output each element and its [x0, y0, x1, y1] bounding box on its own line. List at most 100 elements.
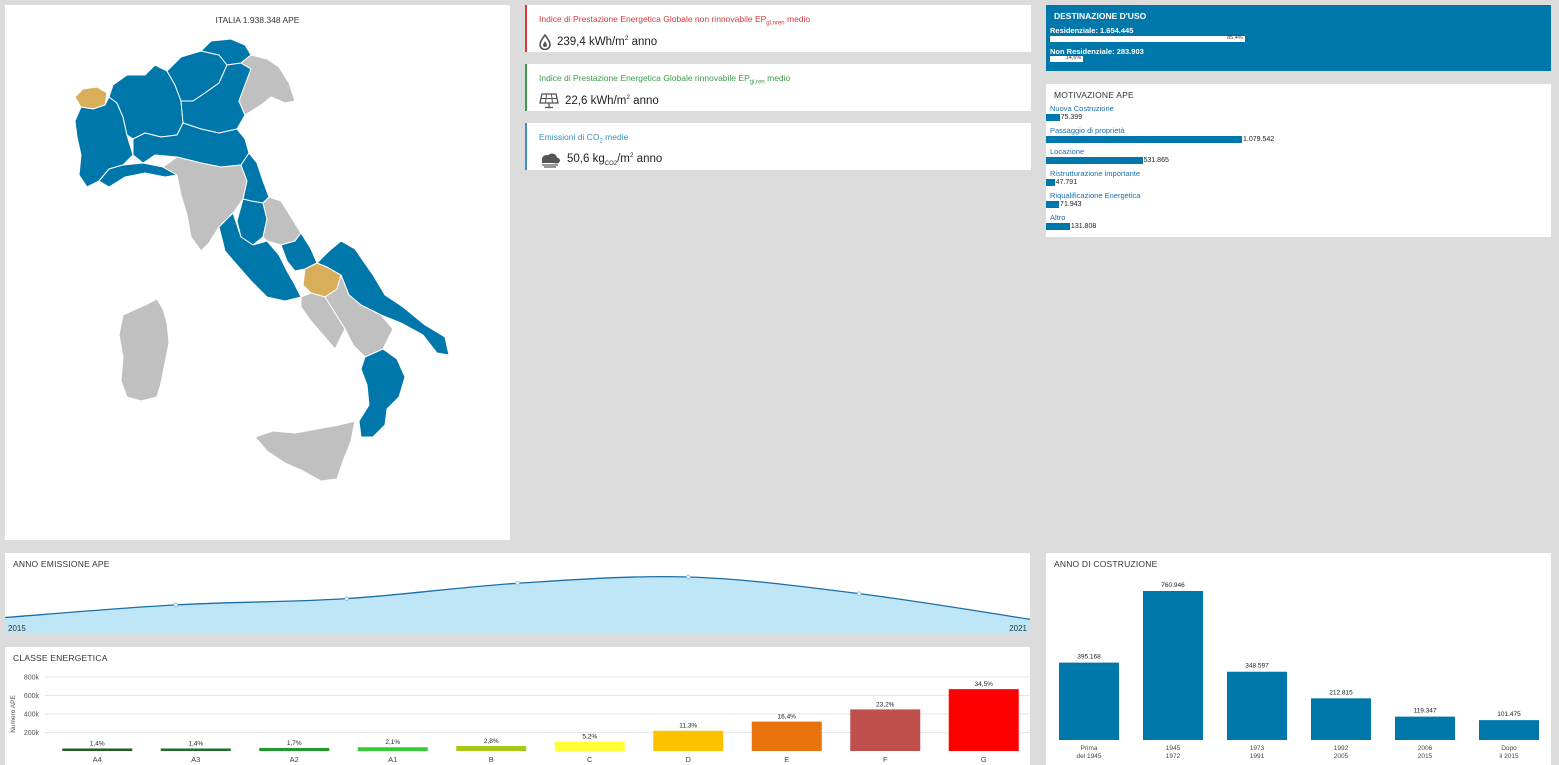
anno-emissione-point[interactable] [515, 581, 520, 586]
kpi-value: 22,6 kWh/m2 anno [539, 93, 1031, 109]
region-cilento[interactable] [300, 292, 346, 350]
classe-bar[interactable] [160, 748, 231, 751]
y-tick-label: 200k [24, 730, 40, 737]
motivazione-title: MOTIVAZIONE APE [1054, 90, 1134, 100]
motivazione-bar[interactable] [1046, 222, 1070, 230]
motivazione-value: 71.943 [1060, 200, 1082, 208]
costruzione-category-label: 1973 [1250, 745, 1265, 752]
costruzione-category-label: 2005 [1334, 753, 1349, 760]
classe-category-label: F [883, 755, 888, 764]
destinazione-residenziale-track: 85,4% [1050, 35, 1278, 42]
classe-energetica-panel: CLASSE ENERGETICA 200k 400k 600k 800k Numero… [5, 647, 1030, 765]
cloud-icon [542, 153, 560, 168]
classe-value-label: 1,4% [188, 740, 203, 747]
italy-map[interactable] [5, 5, 510, 540]
costruzione-bar[interactable] [1395, 716, 1455, 740]
destinazione-non-residenziale-label: Non Residenziale: 283.903 [1050, 47, 1144, 56]
anno-emissione-title: ANNO EMISSIONE APE [13, 559, 110, 569]
motivazione-value: 531.865 [1143, 157, 1169, 165]
classe-category-label: G [981, 755, 987, 764]
costruzione-bar[interactable] [1143, 591, 1203, 740]
costruzione-value-label: 101.475 [1497, 711, 1521, 718]
classe-value-label: 1,7% [287, 740, 302, 747]
costruzione-category-label: 2015 [1418, 753, 1433, 760]
classe-category-label: A1 [388, 755, 397, 764]
anno-emissione-chart[interactable] [5, 553, 1030, 634]
anno-start-label: 2015 [8, 624, 26, 633]
classe-energetica-chart[interactable]: 200k 400k 600k 800k Numero APE 1,4% A4 1,4% A3 1,… [5, 647, 1030, 765]
solar-panel-icon [539, 93, 559, 108]
region-toscana[interactable] [162, 156, 248, 252]
classe-bar[interactable] [850, 709, 921, 751]
destinazione-uso-panel: DESTINAZIONE D'USO Residenziale: 1.654.4… [1046, 5, 1551, 71]
kpi-label: Emissioni di CO2 medie [539, 132, 629, 145]
region-sicilia[interactable] [254, 420, 356, 482]
costruzione-value-label: 760.946 [1161, 582, 1185, 589]
kpi-ep-rinnovabile: Indice di Prestazione Energetica Globale… [525, 64, 1031, 111]
classe-bar[interactable] [259, 747, 330, 751]
region-emilia-romagna[interactable] [132, 122, 250, 168]
classe-bar[interactable] [554, 741, 625, 751]
classe-bar[interactable] [62, 748, 133, 751]
motivazione-bar[interactable] [1046, 114, 1060, 121]
costruzione-category-label: 1972 [1166, 753, 1181, 760]
region-friuli[interactable] [238, 54, 296, 116]
region-abruzzo[interactable] [262, 196, 302, 246]
kpi-emissioni-co2: Emissioni di CO2 medie 50,6 kgCO2/m2 ann… [525, 123, 1031, 170]
motivazione-bar[interactable] [1046, 135, 1242, 143]
destinazione-residenziale-pct: 85,4% [1227, 35, 1243, 41]
costruzione-bar[interactable] [1311, 698, 1371, 740]
motivazione-value: 47.791 [1055, 179, 1078, 187]
motivazione-label: Altro [1050, 212, 1066, 222]
motivazione-bar[interactable] [1046, 179, 1055, 187]
costruzione-value-label: 348.597 [1245, 663, 1269, 670]
classe-category-label: D [686, 755, 692, 764]
classe-category-label: A2 [290, 755, 299, 764]
motivazione-label: Passaggio di proprietà [1050, 125, 1125, 135]
destinazione-residenziale-bar[interactable]: 85,4% [1050, 35, 1245, 42]
costruzione-category-label: Prima [1081, 745, 1098, 752]
classe-value-label: 5,2% [582, 734, 597, 741]
costruzione-category-label: il 2015 [1499, 753, 1519, 760]
costruzione-bar[interactable] [1479, 720, 1539, 740]
motivazione-label: Nuova Costruzione [1050, 104, 1114, 113]
region-sardegna[interactable] [118, 298, 170, 402]
motivazione-bar[interactable] [1046, 157, 1143, 165]
region-calabria[interactable] [358, 348, 406, 438]
anno-emissione-point[interactable] [173, 602, 179, 608]
anno-emissione-point[interactable] [686, 574, 691, 580]
motivazione-label: Ristrutturazione importante [1050, 169, 1141, 179]
map-title: ITALIA 1.938.348 APE [215, 15, 300, 25]
anno-emissione-area [5, 576, 1030, 634]
costruzione-category-label: del 1945 [1077, 753, 1102, 760]
motivazione-bar[interactable] [1046, 200, 1060, 208]
costruzione-value-label: 395.168 [1077, 654, 1101, 661]
destinazione-residenziale-label: Residenziale: 1.654.445 [1050, 26, 1134, 35]
y-tick-label: 400k [24, 712, 40, 719]
costruzione-value-label: 212.815 [1329, 689, 1353, 696]
motivazione-label: Locazione [1050, 147, 1085, 157]
classe-energetica-title: CLASSE ENERGETICA [13, 653, 108, 663]
classe-category-label: A3 [191, 755, 200, 764]
motivazione-value: 131.808 [1070, 222, 1097, 230]
destinazione-non-residenziale-pct: 14,6% [1065, 55, 1082, 61]
classe-bar[interactable] [357, 747, 428, 751]
costruzione-bar[interactable] [1227, 671, 1287, 740]
classe-value-label: 23,2% [876, 701, 895, 708]
classe-bar[interactable] [948, 689, 1019, 751]
costruzione-bar[interactable] [1059, 662, 1119, 740]
y-tick-label: 800k [24, 675, 40, 682]
classe-category-label: A4 [93, 755, 102, 764]
anno-emissione-point[interactable] [856, 591, 862, 596]
classe-value-label: 34,5% [975, 681, 994, 688]
kpi-value: 50,6 kgCO2/m2 anno [539, 152, 1031, 168]
classe-bar[interactable] [751, 721, 822, 751]
region-lazio[interactable] [218, 212, 302, 302]
destinazione-non-residenziale-bar[interactable]: 14,6% [1050, 55, 1084, 62]
classe-value-label: 16,4% [778, 714, 797, 721]
classe-bar[interactable] [456, 745, 527, 751]
classe-bar[interactable] [653, 730, 724, 751]
anno-emissione-point[interactable] [344, 596, 349, 601]
anno-emissione-panel: ANNO EMISSIONE APE 2015 2021 [5, 553, 1030, 634]
